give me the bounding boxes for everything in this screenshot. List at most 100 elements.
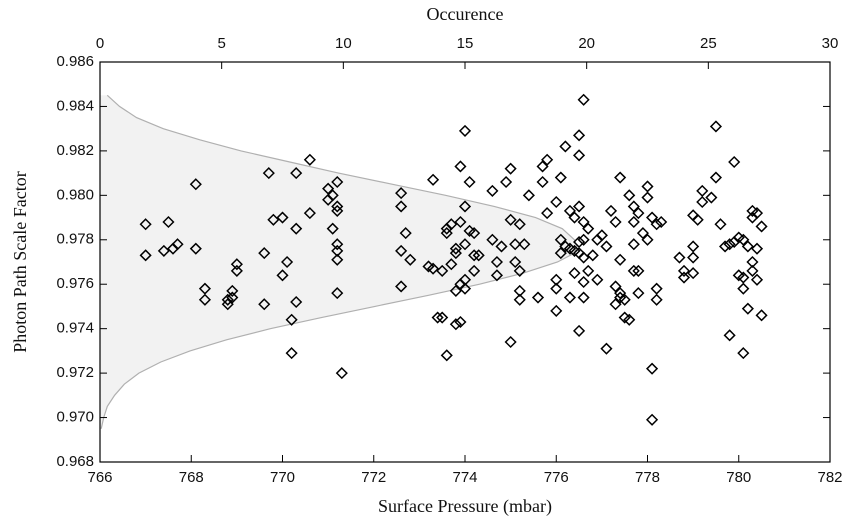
point	[285, 347, 298, 360]
point	[468, 227, 481, 240]
point	[513, 293, 526, 306]
point	[171, 238, 184, 251]
point	[463, 175, 476, 189]
point	[440, 349, 453, 362]
distribution-area	[100, 95, 577, 429]
x-axis-title: Surface Pressure (mbar)	[378, 496, 552, 517]
point	[427, 262, 440, 275]
point	[677, 264, 691, 277]
point	[331, 244, 344, 257]
point	[490, 269, 503, 282]
point	[395, 280, 408, 293]
y-tick-label: 0.986	[56, 53, 94, 70]
point	[440, 227, 453, 240]
point	[399, 227, 412, 240]
point	[573, 129, 586, 142]
x-tick-label: 774	[452, 469, 477, 486]
point	[518, 238, 531, 251]
point	[395, 187, 408, 200]
top-tick-label: 20	[578, 35, 595, 52]
point	[627, 264, 640, 277]
point	[445, 218, 458, 231]
point	[600, 240, 613, 253]
point	[303, 207, 316, 220]
point	[458, 124, 472, 137]
point	[646, 362, 659, 375]
point	[513, 284, 526, 297]
x-tick-label: 772	[361, 469, 386, 486]
distribution-curve	[100, 94, 578, 429]
point	[454, 215, 467, 229]
point	[522, 189, 535, 202]
top-axis-title: Occurence	[427, 4, 504, 24]
point	[436, 264, 449, 277]
point	[741, 302, 754, 315]
point	[577, 291, 590, 304]
point	[331, 204, 344, 217]
point	[600, 342, 613, 355]
point	[573, 324, 586, 337]
point	[458, 273, 472, 286]
point	[449, 284, 462, 297]
point	[395, 244, 408, 257]
point	[655, 215, 668, 229]
point	[454, 160, 467, 173]
y-tick-label: 0.978	[56, 231, 94, 248]
point	[509, 255, 522, 269]
point	[577, 215, 590, 229]
point	[198, 282, 211, 295]
point	[627, 215, 640, 229]
y-tick-label: 0.980	[56, 186, 94, 203]
point	[696, 184, 709, 197]
point	[573, 200, 586, 213]
point	[436, 311, 449, 324]
point	[673, 251, 686, 264]
point	[614, 171, 627, 184]
y-tick-label: 0.984	[56, 97, 94, 114]
point	[568, 211, 581, 224]
point	[750, 273, 764, 286]
point	[509, 238, 522, 251]
point	[728, 155, 741, 169]
point	[641, 233, 654, 246]
point	[458, 282, 472, 295]
point	[554, 247, 567, 260]
top-tick-label: 10	[335, 35, 352, 52]
point	[157, 244, 170, 257]
point	[258, 298, 271, 311]
x-tick-label: 780	[726, 469, 751, 486]
point	[591, 273, 604, 286]
point	[650, 293, 663, 306]
point	[573, 149, 586, 162]
point	[614, 287, 627, 300]
point	[541, 153, 554, 166]
point	[582, 222, 595, 235]
point	[230, 258, 243, 271]
point	[677, 271, 691, 284]
point	[650, 282, 663, 295]
point	[709, 171, 722, 184]
point	[737, 347, 750, 360]
point	[636, 227, 649, 240]
point	[627, 200, 640, 213]
point	[504, 335, 517, 349]
point	[454, 315, 467, 329]
point	[741, 240, 754, 253]
point	[719, 240, 732, 253]
point	[604, 204, 618, 217]
point	[737, 282, 750, 295]
point	[623, 189, 636, 202]
point	[449, 247, 462, 260]
point	[577, 251, 590, 264]
point	[609, 298, 622, 311]
point	[614, 253, 627, 266]
point	[198, 293, 211, 306]
point	[714, 218, 727, 231]
point	[687, 240, 700, 253]
point	[486, 233, 499, 246]
point	[750, 207, 764, 220]
point	[322, 182, 335, 195]
x-tick-label: 766	[87, 469, 112, 486]
x-tick-label: 776	[544, 469, 569, 486]
point	[226, 284, 239, 297]
